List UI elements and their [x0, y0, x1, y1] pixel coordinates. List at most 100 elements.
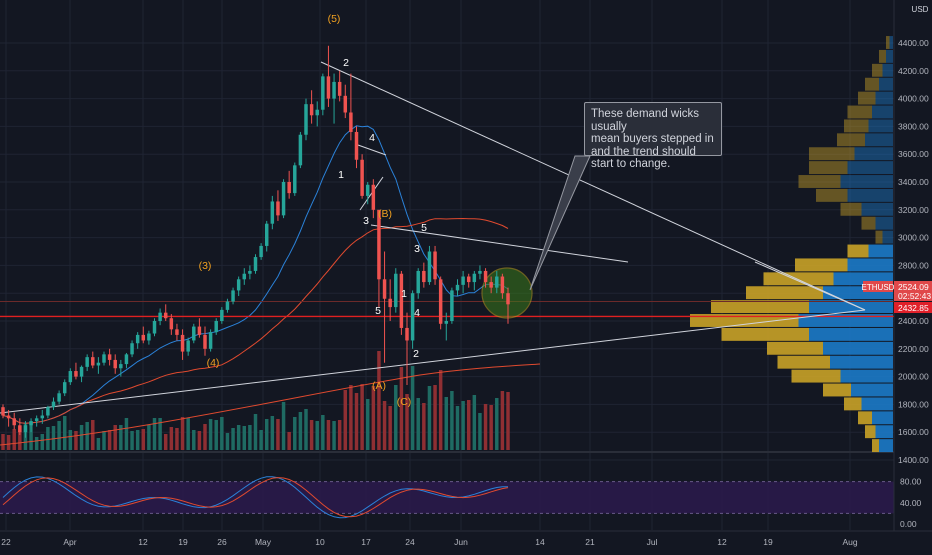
- volume-bar: [85, 422, 89, 450]
- vp-up-bar: [875, 425, 893, 439]
- price-tick: 1600.00: [898, 427, 929, 437]
- time-tick: 17: [361, 537, 371, 547]
- volume-bar: [478, 413, 482, 450]
- candle-body: [365, 184, 370, 196]
- volume-bar: [231, 428, 235, 450]
- vp-up-bar: [840, 175, 893, 188]
- candle-body: [135, 334, 140, 344]
- candle-body: [236, 279, 241, 291]
- candle-body: [399, 273, 404, 328]
- candle-body: [382, 279, 387, 299]
- candle-body: [410, 293, 415, 341]
- volume-bar: [433, 385, 437, 450]
- candle-body: [186, 340, 190, 352]
- current-price-badge: [894, 281, 932, 301]
- candle-body: [371, 184, 376, 210]
- candle-body: [74, 371, 78, 377]
- symbol-label: ETHUSD: [862, 283, 895, 292]
- hline-price: 2432.85: [898, 303, 929, 313]
- volume-bar: [337, 420, 342, 450]
- volume-bar: [192, 430, 196, 450]
- vp-down-bar: [865, 77, 879, 91]
- drawing-tools[interactable]: [0, 61, 894, 414]
- time-tick: 24: [405, 537, 415, 547]
- volume-bar: [382, 401, 387, 450]
- time-tick: 12: [717, 537, 727, 547]
- time-tick: 10: [315, 537, 325, 547]
- volume-bar: [349, 385, 353, 450]
- candle-body: [34, 418, 39, 422]
- candle-body: [119, 364, 123, 369]
- time-axis[interactable]: 22 Apr 12 19 26 May 10 17 24 Jun 14 21 Jul 12 19 Aug: [0, 530, 932, 550]
- time-tick: Jun: [454, 537, 468, 547]
- vp-down-bar: [847, 105, 872, 119]
- candle-body: [360, 159, 364, 196]
- volume-bar: [253, 414, 258, 450]
- candle-body: [461, 276, 465, 285]
- candle-body: [6, 415, 11, 419]
- ma-slow-line: [2, 217, 509, 424]
- wave-line: [357, 144, 387, 156]
- vp-down-bar: [886, 36, 890, 49]
- vp-up-bar: [809, 300, 893, 314]
- candle-body: [231, 290, 235, 302]
- wave-5-label: (5): [328, 13, 341, 25]
- time-tick: 19: [763, 537, 773, 547]
- candle-body: [124, 354, 129, 365]
- time-tick: 26: [217, 537, 227, 547]
- volume-bar: [68, 430, 73, 450]
- volume-bar: [506, 392, 510, 450]
- volume-bar: [438, 370, 443, 450]
- callout-pointer: [529, 155, 591, 291]
- vp-down-bar: [816, 188, 848, 202]
- volume-bar: [220, 417, 224, 450]
- candle-body: [259, 245, 263, 258]
- vp-up-bar: [809, 327, 893, 341]
- volume-bar: [304, 409, 308, 450]
- volume-bar: [264, 419, 269, 450]
- candle-body: [298, 134, 303, 166]
- vp-up-bar: [847, 161, 893, 175]
- candle-body: [394, 273, 398, 308]
- volume-bar: [343, 390, 348, 450]
- candle-body: [163, 312, 168, 319]
- candle-body: [444, 321, 449, 324]
- volume-bar: [147, 425, 151, 450]
- demand-wick-highlight: [481, 267, 533, 319]
- price-axis-bg: [894, 0, 932, 550]
- volume-bar: [236, 425, 241, 450]
- candle-body: [500, 276, 505, 294]
- vp-down-bar: [837, 133, 865, 147]
- candle-body: [46, 407, 50, 416]
- vp-down-bar: [798, 175, 841, 188]
- wave-a-label: (A): [372, 380, 386, 392]
- candle-body: [438, 279, 443, 324]
- price-axis[interactable]: USD 4400.00 4200.00 4000.00 3800.00 3600.00 34…: [862, 0, 932, 550]
- volume-bar: [270, 416, 275, 450]
- vp-up-bar: [875, 216, 893, 230]
- volume-bar: [91, 420, 95, 450]
- candle-body: [197, 326, 202, 335]
- volume-bar: [287, 432, 291, 450]
- price-tick: 2200.00: [898, 344, 929, 354]
- candle-body: [472, 273, 477, 283]
- volume-bar: [293, 417, 297, 450]
- time-tick: 19: [178, 537, 188, 547]
- candle-body: [91, 357, 95, 366]
- candle-body: [158, 312, 162, 321]
- candle-body: [377, 209, 381, 280]
- candle-body: [208, 332, 213, 349]
- candle-body: [113, 359, 117, 369]
- subwave-1-low-label: 1: [401, 288, 407, 300]
- support-trendline: [0, 309, 866, 414]
- candle-body: [253, 257, 258, 271]
- volume-bar: [79, 425, 84, 450]
- volume-bar: [422, 403, 426, 450]
- callout-note[interactable]: These demand wicks usually mean buyers s…: [584, 102, 722, 170]
- vp-up-bar: [861, 397, 893, 411]
- volume-bar: [119, 425, 123, 450]
- volume-bar: [360, 384, 364, 450]
- candle-body: [51, 401, 56, 408]
